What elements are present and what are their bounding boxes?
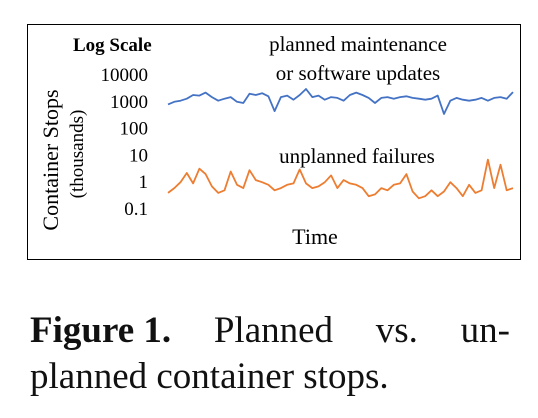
y-axis-unit-label: (thousands) <box>67 110 88 199</box>
planned-series-label: or software updates <box>276 61 440 85</box>
planned-series-line <box>167 88 514 115</box>
caption-figure-label: Figure 1. <box>30 310 172 351</box>
y-tick-label: 1000 <box>110 92 148 113</box>
series-labels: planned maintenance or software updates un… <box>269 32 447 168</box>
planned-series-label: planned maintenance <box>269 32 447 56</box>
x-axis-label: Time <box>292 224 338 249</box>
scale-label: Log Scale <box>73 35 152 56</box>
unplanned-series-label: unplanned failures <box>279 144 435 168</box>
y-axis-title: Container Stops (thousands) <box>38 89 88 230</box>
y-tick-label: 0.1 <box>124 199 148 220</box>
figure-caption-line-1: Figure 1. Planned vs. un- <box>30 308 510 354</box>
series-lines <box>167 88 514 200</box>
unplanned-series-line <box>167 158 514 200</box>
caption-word: vs. <box>375 310 418 351</box>
line-chart: Log Scale Container Stops (thousands) 10… <box>38 32 514 249</box>
caption-word: un- <box>460 310 510 351</box>
chart-frame <box>27 24 521 260</box>
y-tick-label: 10000 <box>101 65 149 86</box>
caption-word: Planned <box>213 310 334 351</box>
y-tick-label: 1 <box>139 172 149 193</box>
figure-caption-line-2: planned container stops. <box>30 356 389 397</box>
y-axis-label: Container Stops <box>38 89 63 230</box>
y-tick-labels: 10000 1000 100 10 1 0.1 <box>101 65 149 220</box>
y-tick-label: 10 <box>129 145 148 166</box>
y-tick-label: 100 <box>120 119 149 140</box>
